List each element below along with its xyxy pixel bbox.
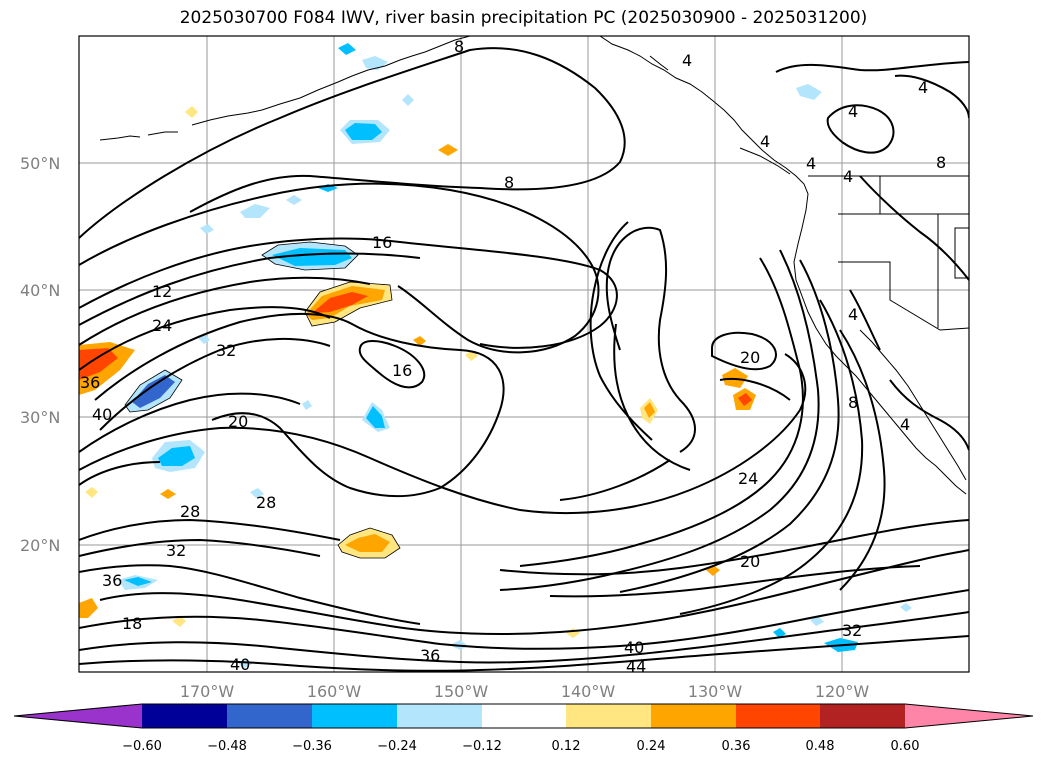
colorbar-tick-label: −0.60 bbox=[122, 739, 162, 754]
contour-label: 4 bbox=[843, 167, 853, 186]
colorbar-tick-label: −0.48 bbox=[207, 739, 247, 754]
contour-label: 40 bbox=[230, 655, 250, 674]
colorbar-cell bbox=[905, 704, 1033, 728]
colorbar-tick-label: −0.12 bbox=[462, 739, 502, 754]
colorbar-tick-label: 0.24 bbox=[637, 739, 666, 754]
contour-label: 4 bbox=[760, 132, 770, 151]
contour-label: 4 bbox=[682, 51, 692, 70]
contour-label: 24 bbox=[152, 316, 172, 335]
contour-label: 8 bbox=[936, 153, 946, 172]
iwv-contours bbox=[79, 47, 969, 672]
contour-labels: 8 4 4 4 4 4 4 8 8 12 16 24 32 16 20 36 4… bbox=[80, 37, 946, 676]
colorbar-cell bbox=[736, 704, 820, 728]
contour-label: 36 bbox=[80, 373, 100, 392]
contour-label: 16 bbox=[372, 233, 392, 252]
map-frame bbox=[78, 35, 970, 673]
colorbar-tick-label: −0.24 bbox=[377, 739, 417, 754]
lat-label-20n: 20°N bbox=[20, 536, 60, 555]
shading-outlines bbox=[124, 241, 401, 559]
contour-label: 16 bbox=[392, 361, 412, 380]
contour-label: 28 bbox=[256, 493, 276, 512]
contour-label: 44 bbox=[626, 657, 646, 676]
contour-label: 20 bbox=[740, 552, 760, 571]
contour-label: 4 bbox=[900, 415, 910, 434]
colorbar-tick-label: 0.12 bbox=[552, 739, 581, 754]
colorbar-cell bbox=[227, 704, 312, 728]
contour-label: 8 bbox=[504, 173, 514, 192]
map-title: 2025030700 F084 IWV, river basin precipi… bbox=[179, 8, 868, 28]
contour-label: 20 bbox=[740, 348, 760, 367]
colorbar-tick-label: −0.36 bbox=[292, 739, 332, 754]
latitude-labels: 50°N 40°N 30°N 20°N bbox=[20, 154, 60, 555]
lon-label-120w: 120°W bbox=[815, 682, 870, 701]
colorbar-tick-label: 0.36 bbox=[722, 739, 751, 754]
colorbar-cell bbox=[14, 704, 142, 728]
contour-label: 12 bbox=[152, 282, 172, 301]
colorbar-tick-label: 0.48 bbox=[806, 739, 835, 754]
contour-label: 32 bbox=[166, 541, 186, 560]
longitude-labels: 170°W 160°W 150°W 140°W 130°W 120°W bbox=[180, 682, 870, 701]
lat-label-30n: 30°N bbox=[20, 408, 60, 427]
lat-label-50n: 50°N bbox=[20, 154, 60, 173]
contour-label: 8 bbox=[848, 393, 858, 412]
contour-label: 4 bbox=[918, 78, 928, 97]
colorbar-cell bbox=[651, 704, 736, 728]
lon-label-150w: 150°W bbox=[434, 682, 489, 701]
colorbar-cell bbox=[397, 704, 482, 728]
colorbar-cell bbox=[482, 704, 566, 728]
colorbar-cell bbox=[566, 704, 651, 728]
contour-label: 36 bbox=[420, 646, 440, 665]
contour-label: 28 bbox=[180, 502, 200, 521]
lon-label-140w: 140°W bbox=[561, 682, 616, 701]
contour-label: 4 bbox=[806, 154, 816, 173]
lat-label-40n: 40°N bbox=[20, 281, 60, 300]
contour-label: 24 bbox=[738, 469, 758, 488]
contour-label: 40 bbox=[624, 638, 644, 657]
lon-label-130w: 130°W bbox=[688, 682, 743, 701]
colorbar: −0.60 −0.48 −0.36 −0.24 −0.12 0.12 0.24 … bbox=[13, 703, 1034, 754]
colorbar-cell bbox=[820, 704, 905, 728]
contour-label: 18 bbox=[122, 614, 142, 633]
contour-label: 4 bbox=[848, 305, 858, 324]
lon-label-170w: 170°W bbox=[180, 682, 235, 701]
lon-label-160w: 160°W bbox=[307, 682, 362, 701]
contour-label: 4 bbox=[848, 102, 858, 121]
colorbar-tick-label: 0.60 bbox=[891, 739, 920, 754]
contour-label: 36 bbox=[102, 571, 122, 590]
contour-label: 40 bbox=[92, 405, 112, 424]
contour-label: 32 bbox=[216, 341, 236, 360]
coastlines bbox=[99, 36, 969, 495]
contour-label: 20 bbox=[228, 412, 248, 431]
precip-shading bbox=[79, 43, 912, 668]
contour-label: 8 bbox=[454, 37, 464, 56]
colorbar-cell bbox=[142, 704, 227, 728]
contour-label: 32 bbox=[842, 621, 862, 640]
colorbar-outline bbox=[13, 703, 1034, 729]
colorbar-cell bbox=[312, 704, 397, 728]
